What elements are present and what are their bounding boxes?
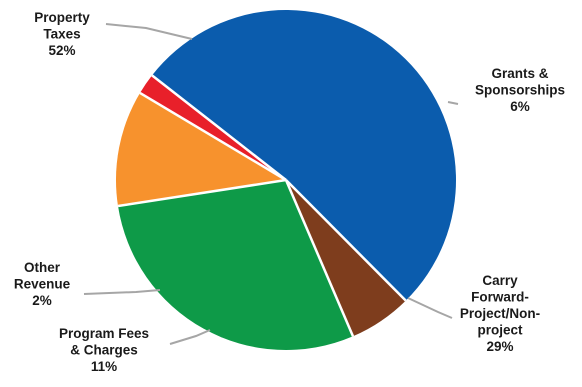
pie-slice-carry-forward-project-non-project: [118, 180, 353, 351]
leader-lines: [83, 23, 459, 345]
data-label-line: Sponsorships: [475, 83, 565, 98]
data-label-line: Revenue: [14, 277, 71, 292]
data-label-property-taxes: Property Taxes 52%: [34, 10, 90, 58]
data-label-line: Grants &: [491, 66, 548, 81]
pie-slice-program-fees-charges: [116, 92, 286, 207]
data-label-carry-forward-project-non-project: Carry Forward-Project/Non-project 29%: [460, 273, 540, 354]
slice-separator: [284, 179, 355, 337]
data-label-line: Taxes: [43, 27, 80, 42]
leader-line: [447, 101, 459, 105]
data-label-line: 6%: [510, 99, 530, 114]
slice-separator: [117, 178, 287, 208]
leader-line: [169, 329, 211, 345]
data-label-line: & Charges: [70, 343, 138, 358]
data-label-line: Carry: [482, 273, 518, 288]
data-label-line: 52%: [48, 43, 75, 58]
data-label-line: Program Fees: [59, 326, 149, 341]
data-label-line: Property: [34, 10, 90, 25]
slice-separator: [139, 91, 287, 182]
slice-separator: [285, 179, 407, 302]
data-label-other-revenue: Other Revenue 2%: [14, 260, 71, 308]
leader-line: [407, 297, 453, 319]
data-label-line: 11%: [91, 359, 117, 374]
data-label-line: 2%: [32, 293, 52, 308]
data-label-line: Forward-: [471, 290, 529, 305]
data-label-line: Other: [24, 260, 61, 275]
leader-line: [83, 289, 161, 295]
data-label-line: project: [477, 323, 523, 338]
data-labels: Property Taxes 52% Grants & Sponsorships 6% Ca…: [14, 10, 565, 374]
data-label-grants-sponsorships: Grants & Sponsorships 6%: [475, 66, 565, 114]
data-label-line: Project/Non-: [460, 306, 540, 321]
leader-line: [105, 23, 193, 40]
data-label-line: 29%: [486, 339, 513, 354]
pie-slices: [116, 10, 456, 351]
data-label-program-fees-charges: Program Fees & Charges 11%: [59, 326, 149, 374]
pie-slice-other-revenue: [139, 75, 286, 180]
pie-slice-property-taxes: [152, 10, 456, 301]
pie-slice-grants-sponsorships: [286, 180, 406, 337]
slice-separator: [151, 74, 287, 181]
